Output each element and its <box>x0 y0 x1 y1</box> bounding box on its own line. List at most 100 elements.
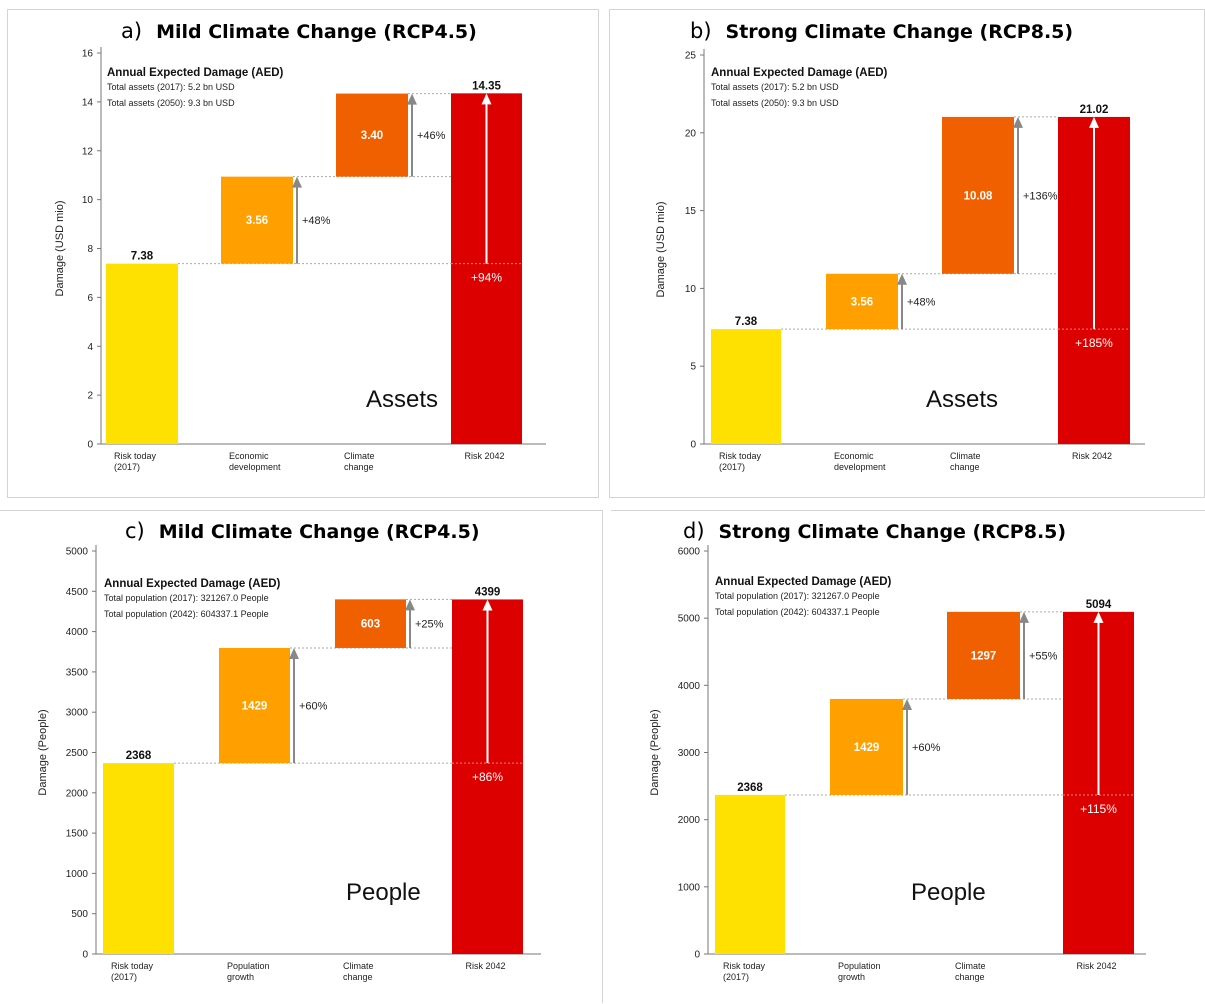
panel-letter: b) <box>690 19 712 43</box>
aed-title: Annual Expected Damage (AED) <box>715 576 892 588</box>
category-label: Population <box>838 961 881 971</box>
y-tick-label: 1500 <box>66 829 89 840</box>
increase-label: +46% <box>417 130 446 142</box>
value-label: 14.35 <box>472 80 501 92</box>
y-tick-label: 5 <box>690 362 696 373</box>
value-label: 1429 <box>242 701 268 713</box>
bar-1 <box>830 698 903 795</box>
increase-label: +136% <box>1023 190 1058 202</box>
aed-title: Annual Expected Damage (AED) <box>107 67 284 79</box>
y-axis-label: Damage (People) <box>37 709 49 795</box>
category-label: development <box>834 462 886 472</box>
total-increase-label: +94% <box>471 271 502 285</box>
aed-title: Annual Expected Damage (AED) <box>711 67 888 79</box>
y-tick-label: 0 <box>87 440 93 451</box>
value-label: 4399 <box>475 586 501 598</box>
chart-panel-a: a) Mild Climate Change (RCP4.5) 0 2 4 6 8 10 12… <box>7 9 599 498</box>
increase-arrow-head <box>405 599 415 611</box>
waterfall-chart-a: 0 2 4 6 8 10 12 14 16 Damage (USD mio) Annual Expe… <box>54 47 546 472</box>
increase-label: +60% <box>912 742 941 754</box>
category-big-label: Assets <box>366 386 438 413</box>
increase-arrow-head <box>407 93 417 105</box>
value-label: 3.40 <box>361 130 383 142</box>
y-axis-label: Damage (USD mio) <box>54 201 66 297</box>
category-label: Risk 2042 <box>1072 451 1112 461</box>
category-label: Population <box>227 961 270 971</box>
y-tick-label: 15 <box>685 206 697 217</box>
y-tick-label: 14 <box>82 97 94 108</box>
y-tick-label: 4000 <box>66 627 89 638</box>
category-label: Risk today <box>723 961 766 971</box>
total-increase-arrow-head <box>1089 116 1099 128</box>
bar-0 <box>715 794 785 954</box>
total-increase-arrow-head <box>481 93 492 105</box>
aed-info-line: Total population (2042): 604337.1 People <box>715 607 880 617</box>
bar-2 <box>335 599 406 648</box>
panel-title-text: Strong Climate Change (RCP8.5) <box>725 21 1074 43</box>
bar-1 <box>826 273 898 330</box>
chart-panel-c: c) Mild Climate Change (RCP4.5) 0 500 1000 1… <box>0 510 603 1003</box>
category-label: Climate <box>344 451 375 461</box>
category-label: growth <box>227 972 254 982</box>
y-tick-label: 10 <box>685 284 697 295</box>
y-tick-label: 5000 <box>678 614 701 625</box>
y-tick-label: 3000 <box>678 748 701 759</box>
aed-info-line: Total assets (2050): 9.3 bn USD <box>711 98 839 108</box>
chart-panel-b: b) Strong Climate Change (RCP8.5) 0 5 10 15 2… <box>609 9 1205 498</box>
aed-info-line: Total population (2017): 321267.0 People <box>715 591 880 601</box>
category-label: growth <box>838 972 865 982</box>
aed-info-line: Total assets (2017): 5.2 bn USD <box>711 82 839 92</box>
y-tick-label: 0 <box>694 950 700 961</box>
aed-info-line: Total assets (2017): 5.2 bn USD <box>107 82 235 92</box>
y-axis-label: Damage (USD mio) <box>655 202 667 298</box>
bar-2 <box>947 611 1020 699</box>
bar-1 <box>219 647 290 764</box>
total-increase-label: +185% <box>1075 336 1113 350</box>
y-tick-label: 25 <box>685 51 697 62</box>
increase-label: +48% <box>302 215 331 227</box>
y-axis-label: Damage (People) <box>649 709 661 795</box>
waterfall-chart-b: 0 5 10 15 20 25 Damage (USD mio) Annual Expecte… <box>655 49 1145 472</box>
category-label: (2017) <box>723 972 749 982</box>
category-label: Risk today <box>114 451 157 461</box>
panel-title-text: Mild Climate Change (RCP4.5) <box>158 521 480 543</box>
category-label: (2017) <box>719 462 745 472</box>
increase-arrow-head <box>289 647 299 659</box>
panel-title-b: b) Strong Climate Change (RCP8.5) <box>690 19 1073 43</box>
y-tick-label: 1000 <box>66 869 89 880</box>
value-label: 1429 <box>854 742 880 754</box>
value-label: 3.56 <box>851 296 873 308</box>
value-label: 21.02 <box>1080 104 1109 116</box>
category-label: Risk 2042 <box>465 451 505 461</box>
bar-0 <box>106 263 178 444</box>
y-tick-label: 2000 <box>66 788 89 799</box>
category-label: Risk today <box>111 961 154 971</box>
bar-2 <box>942 116 1014 274</box>
value-label: 7.38 <box>131 251 154 263</box>
category-label: change <box>955 972 985 982</box>
y-tick-label: 500 <box>71 909 88 920</box>
y-tick-label: 0 <box>690 440 696 451</box>
aed-info-line: Total population (2017): 321267.0 People <box>104 593 269 603</box>
category-label: Risk 2042 <box>466 961 506 971</box>
bar-2 <box>336 93 408 177</box>
y-tick-label: 4000 <box>678 681 701 692</box>
category-label: Economic <box>834 451 874 461</box>
increase-label: +60% <box>299 701 328 713</box>
bar-0 <box>711 329 781 444</box>
increase-arrow-head <box>1013 116 1023 128</box>
increase-arrow-head <box>902 698 912 710</box>
increase-arrow-head <box>897 273 907 285</box>
category-label: change <box>344 462 374 472</box>
panel-title-c: c) Mild Climate Change (RCP4.5) <box>125 519 480 543</box>
panel-title-text: Mild Climate Change (RCP4.5) <box>156 21 477 43</box>
value-label: 1297 <box>971 650 997 662</box>
value-label: 5094 <box>1086 599 1112 611</box>
increase-arrow-head <box>292 176 302 188</box>
panel-title-text: Strong Climate Change (RCP8.5) <box>718 521 1067 543</box>
panel-letter: c) <box>125 519 145 543</box>
category-label: Economic <box>229 451 269 461</box>
waterfall-chart-d: 0 1000 2000 3000 4000 5000 6000 Damage (People)… <box>649 545 1146 982</box>
chart-panel-d: d) Strong Climate Change (RCP8.5) 0 1000 20… <box>611 510 1205 1003</box>
value-label: 3.56 <box>246 215 268 227</box>
